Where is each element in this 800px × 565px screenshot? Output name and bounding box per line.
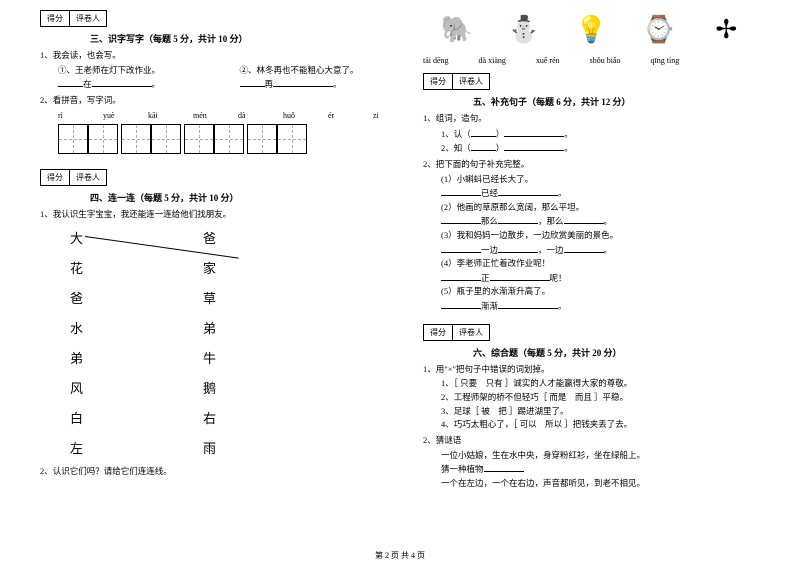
q-5-2-5: (5）瓶子里的水渐渐升高了。: [441, 285, 760, 299]
blank-row-1: 在。: [58, 77, 222, 92]
section-3-title: 三、识字写字（每题 5 分，共计 10 分）: [90, 32, 403, 45]
q-5-2-3: (3）我和妈妈一边散步，一边欣赏美丽的景色。: [441, 229, 760, 243]
pinyin-row: rì yuè kāi mén dà huǒ ér zi: [58, 111, 403, 120]
q-3-2: 2、看拼音，写字词。: [40, 94, 403, 107]
q-5-2-2: (2）他画的草原那么宽阔，那么平坦。: [441, 201, 760, 215]
q-6-1-4: 4、巧巧太粗心了，［ 可以 所以 ］把钱夹丢了去。: [441, 418, 760, 432]
match-left-col: 大 花 爸 水 弟 风 白 左: [70, 228, 83, 457]
dragonfly-icon: ✢: [706, 10, 746, 50]
q-6-1-1: 1、［ 只要 只有 ］诚实的人才能赢得大家的尊敬。: [441, 377, 760, 391]
q-5-2-1b: 已经。: [441, 186, 760, 201]
q-5-2-1: (1）小蝌蚪已经长大了。: [441, 173, 760, 187]
q-6-2-2: 一个在左边，一个在右边，声音都听见，到老不相见。: [441, 477, 760, 491]
q-6-2: 2、猜谜语: [423, 434, 760, 447]
q-5-2-4b: 正呢！: [441, 271, 760, 286]
score-box: 得分 评卷人: [40, 10, 107, 27]
q-5-1-2: 2、知（）。: [441, 141, 760, 156]
lamp-icon: 💡: [571, 10, 611, 50]
q-6-1: 1、用"×"把句子中错误的词划掉。: [423, 363, 760, 376]
q-3-1: 1、我会读，也会写。: [40, 49, 403, 62]
match-area: 大 花 爸 水 弟 风 白 左 爸 家 草 弟 牛 鹅 右 雨: [70, 228, 403, 457]
section-6-title: 六、综合题（每题 5 分，共计 20 分）: [473, 346, 760, 359]
q-3-1-2: ②、林冬再也不能粗心大意了。: [240, 64, 404, 78]
q-6-1-3: 3、足球［ 被 把 ］踢进湖里了。: [441, 405, 760, 419]
q-5-1-1: 1、认（）。: [441, 127, 760, 142]
q-4-2: 2、认识它们吗？请给它们连连线。: [40, 465, 403, 478]
char-grid-row: [58, 124, 403, 154]
q-5-2-5b: 渐渐。: [441, 299, 760, 314]
section-4-title: 四、连一连（每题 5 分，共计 10 分）: [90, 191, 403, 204]
score-box-4: 得分 评卷人: [40, 169, 107, 186]
page-footer: 第 2 页 共 4 页: [0, 550, 800, 561]
score-box-6: 得分 评卷人: [423, 324, 490, 341]
elephant-icon: 🐘: [437, 10, 477, 50]
match-right-col: 爸 家 草 弟 牛 鹅 右 雨: [203, 228, 216, 457]
blank-row-2: 再。: [240, 77, 404, 92]
snowman-icon: ⛄: [504, 10, 544, 50]
q-5-2-4: (4）李老师正忙着改作业呢！: [441, 257, 760, 271]
q-5-2-3b: 一边，一边。: [441, 243, 760, 258]
q-6-2-1a: 猜一种植物: [441, 462, 760, 477]
q-5-1: 1、组词，造句。: [423, 112, 760, 125]
q-6-1-2: 2、工程师架的桥不但轻巧［ 而是 而且 ］平稳。: [441, 391, 760, 405]
score-box-5: 得分 评卷人: [423, 73, 490, 90]
q-5-2: 2、把下面的句子补充完整。: [423, 158, 760, 171]
icon-pinyin-row: tái dēng dà xiàng xuě rén shǒu biǎo qīng…: [423, 56, 760, 65]
q-4-1: 1、我认识生字宝宝，我还能连一连给他们找朋友。: [40, 208, 403, 221]
section-5-title: 五、补充句子（每题 6 分，共计 12 分）: [473, 95, 760, 108]
q-3-1-1: ①、王老师在灯下改作业。: [58, 64, 222, 78]
q-5-2-2b: 那么，那么。: [441, 214, 760, 229]
q-6-2-1: 一位小姑娘，生在水中央，身穿粉红衫，坐在绿船上。: [441, 449, 760, 463]
icons-row: 🐘 ⛄ 💡 ⌚ ✢: [423, 10, 760, 50]
reviewer-label: 评卷人: [70, 11, 106, 26]
watch-icon: ⌚: [639, 10, 679, 50]
score-label: 得分: [41, 11, 70, 26]
